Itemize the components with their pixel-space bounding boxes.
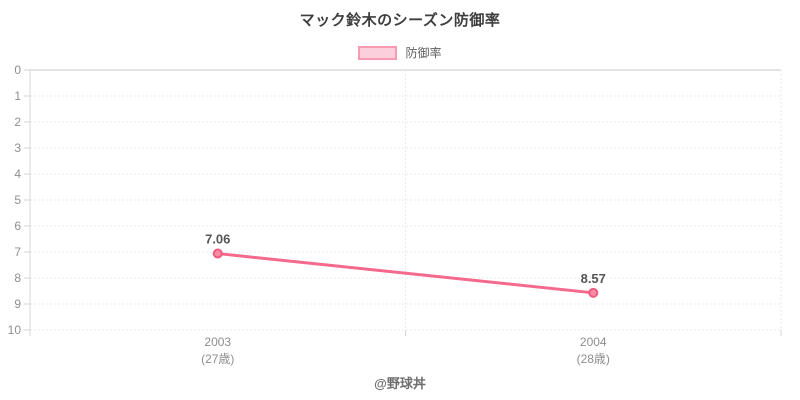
y-tick-label: 4 [14,167,21,181]
legend-label: 防御率 [405,46,442,60]
x-tick-label: 2003 [204,335,231,349]
watermark: @野球丼 [374,376,426,391]
data-point[interactable] [212,248,223,259]
value-label: 8.57 [581,271,606,286]
y-tick-label: 6 [14,219,21,233]
x-tick-label: 2004 [580,335,607,349]
chart-title: マック鈴木のシーズン防御率 [299,12,501,29]
y-tick-label: 3 [14,141,21,155]
y-tick-label: 1 [14,89,21,103]
y-tick-label: 0 [14,63,21,77]
legend-item[interactable]: 防御率 [0,44,800,61]
series-line [216,252,595,295]
value-label: 7.06 [205,232,230,247]
x-tick-sublabel: (28歳) [577,352,610,366]
x-tick-sublabel: (27歳) [201,352,234,366]
y-tick-label: 2 [14,115,21,129]
y-tick-label: 8 [14,271,21,285]
legend-swatch [358,45,398,60]
y-tick-label: 5 [14,193,21,207]
y-tick-label: 10 [8,323,22,337]
data-point[interactable] [588,287,599,298]
y-tick-label: 9 [14,297,21,311]
y-tick-label: 7 [14,245,21,259]
